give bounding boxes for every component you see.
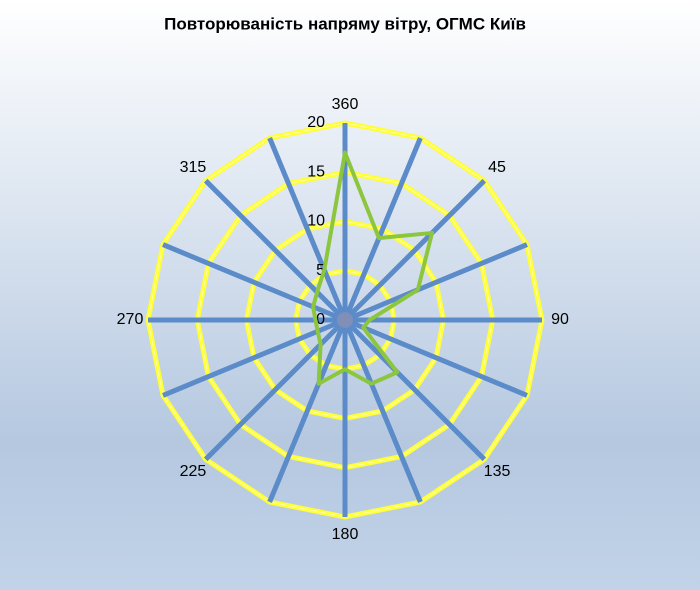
category-label: 135 [484,463,511,480]
category-label: 360 [332,96,359,113]
spoke [162,317,346,398]
spoke [343,318,487,462]
category-label: 45 [488,159,506,176]
r-tick-label: 15 [307,163,325,180]
center [337,312,353,328]
spoke [267,319,348,503]
spoke [342,319,423,503]
r-tick-label: 10 [307,213,325,230]
spoke [344,242,528,323]
chart-title: Повторюваність напряму вітру, ОГМС Київ [164,14,526,33]
spoke [343,178,487,322]
r-tick-label: 5 [316,262,325,279]
category-label: 225 [180,463,207,480]
category-label: 270 [117,311,144,328]
spoke [203,178,347,322]
category-label: 315 [180,159,207,176]
r-tick-label: 0 [316,311,325,328]
spoke [267,137,348,321]
spoke [342,137,423,321]
r-tick-label: 20 [307,114,325,131]
series-line [311,150,435,386]
category-label: 180 [332,526,359,543]
category-label: 90 [551,311,569,328]
spoke [344,317,528,398]
spoke [203,318,347,462]
